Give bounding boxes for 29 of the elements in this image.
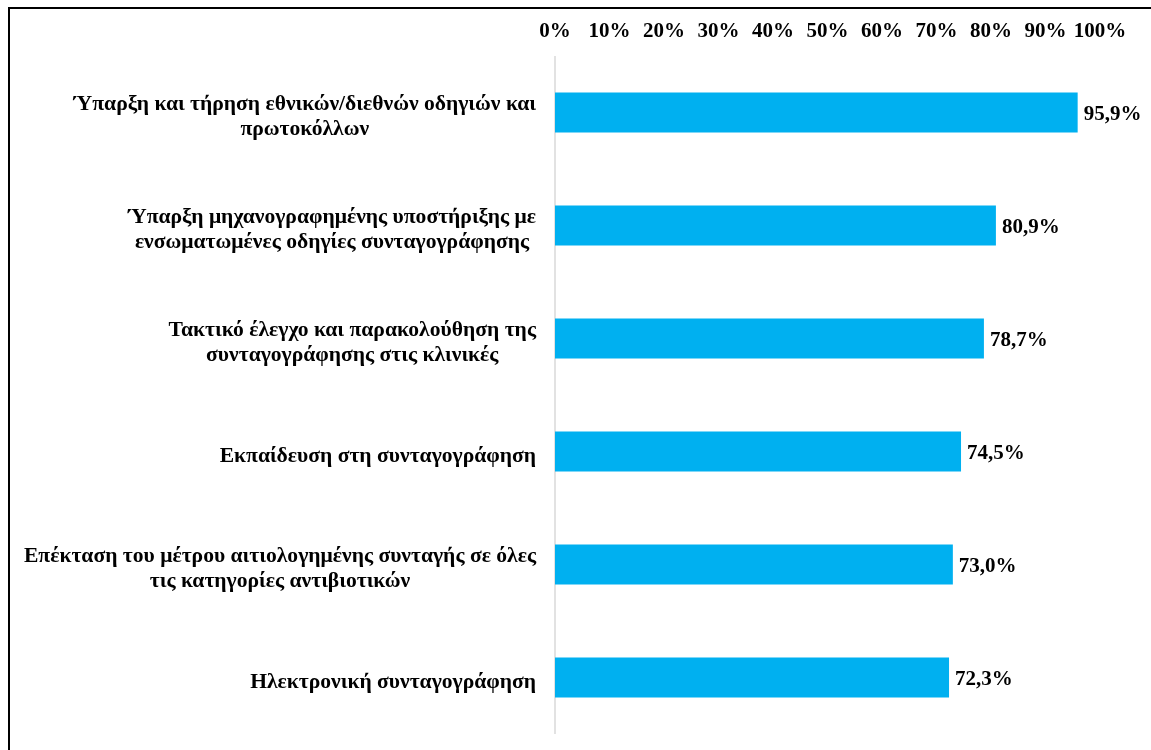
bar — [555, 318, 984, 359]
bar — [555, 544, 953, 585]
y-tick-label: Τακτικό έλεγχο και παρακολούθηση της συνταγογράφησης στις κλινικές — [168, 317, 537, 366]
y-tick-label: Εκπαίδευση στη συνταγογράφηση — [219, 442, 536, 467]
x-tick-label: 40% — [752, 18, 794, 42]
x-tick-label: 50% — [806, 18, 849, 42]
x-tick-label: 70% — [915, 18, 958, 42]
x-tick-label: 80% — [970, 18, 1012, 42]
bar — [555, 205, 996, 246]
data-label: 95,9% — [1083, 100, 1142, 125]
data-label: 74,5% — [967, 439, 1025, 464]
data-label: 72,3% — [955, 665, 1013, 690]
data-label: 80,9% — [1001, 213, 1060, 238]
y-tick-label: Ηλεκτρονική συνταγογράφηση — [250, 668, 536, 693]
data-label: 73,0% — [958, 552, 1017, 577]
y-tick-label: Ύπαρξη μηχανογραφημένης υποστήριξης με ενσωματωμένες οδηγίες συνταγογράφησης — [126, 204, 536, 253]
y-tick-label: Ύπαρξη και τήρηση εθνικών/διεθνών οδηγιών και πρωτοκόλλων — [72, 91, 537, 140]
y-tick-label: Επέκταση του μέτρου αιτιολογημένης συνταγής σε όλες τις κατηγορίες αντιβιοτικών — [23, 543, 537, 592]
x-tick-label: 100% — [1073, 18, 1127, 42]
bar — [555, 431, 962, 472]
data-label: 78,7% — [989, 326, 1048, 351]
x-tick-label: 60% — [861, 18, 903, 42]
bar — [555, 92, 1078, 133]
x-tick-label: 10% — [588, 18, 631, 42]
x-tick-label: 90% — [1024, 18, 1067, 42]
x-tick-label: 20% — [643, 18, 685, 42]
x-tick-label: 0% — [539, 18, 571, 42]
bar — [555, 657, 950, 698]
x-tick-label: 30% — [697, 18, 740, 42]
